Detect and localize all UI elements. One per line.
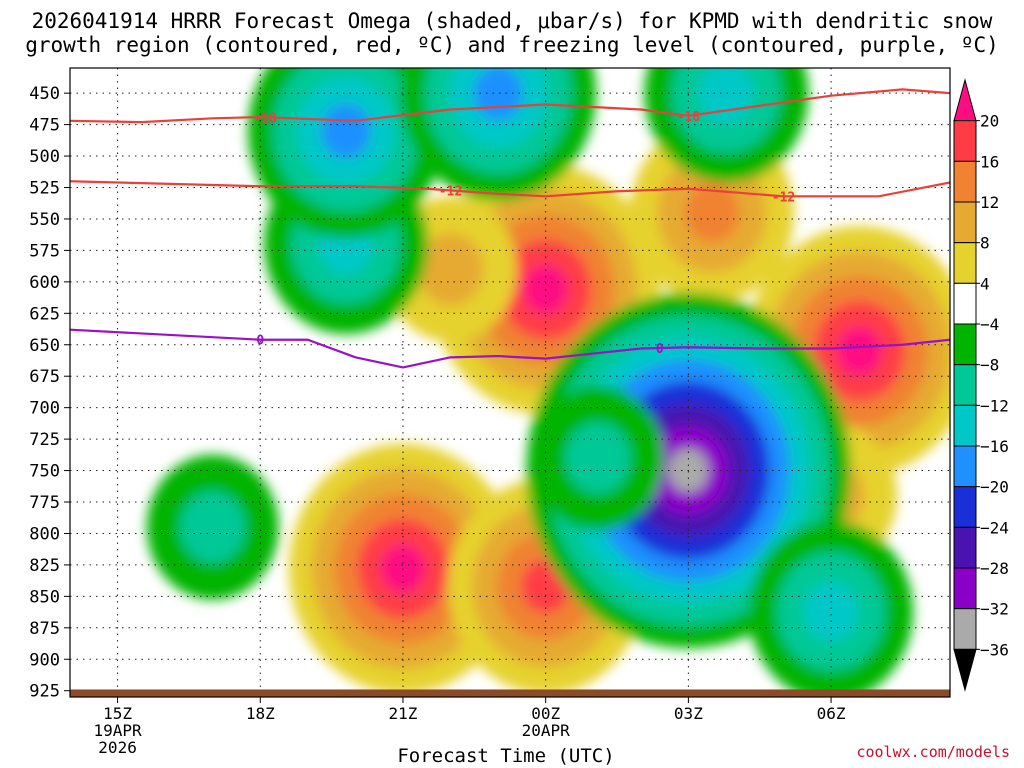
ground-terrain-band <box>70 689 950 697</box>
y-tick-label-850: 850 <box>29 587 60 607</box>
x-tick-date-15Z: 19APR <box>93 721 142 740</box>
colorbar-label-0: 20 <box>980 112 999 131</box>
y-tick-label-500: 500 <box>29 147 60 167</box>
y-tick-label-725: 725 <box>29 430 60 450</box>
x-tick-label-06Z: 06Z <box>817 704 846 723</box>
contour-label-m12-1: -12 <box>772 190 795 205</box>
colorbar-label-13: −36 <box>980 640 1009 659</box>
omega-down-cell-6-level-m8 <box>565 421 631 495</box>
colorbar-box-12 <box>953 567 977 610</box>
y-tick-label-925: 925 <box>29 682 60 702</box>
colorbar-box-8 <box>953 404 977 447</box>
y-axis: 450 475 500 525 550 575 600 625 650 675 700 725 750 7… <box>29 84 70 702</box>
colorbar-box-13 <box>953 608 977 650</box>
credit-text: coolwx.com/models <box>856 743 1010 761</box>
colorbar-label-2: 12 <box>980 193 999 212</box>
x-tick-label-15Z: 15Z <box>103 704 132 723</box>
colorbar-top-triangle <box>953 78 977 122</box>
colorbar-box-1 <box>953 120 977 162</box>
colorbar-box-4 <box>953 242 977 284</box>
colorbar-label-1: 16 <box>980 152 999 171</box>
y-tick-label-825: 825 <box>29 556 60 576</box>
x-tick-label-00Z: 00Z <box>531 704 560 723</box>
x-tick-label-18Z: 18Z <box>246 704 275 723</box>
y-tick-label-650: 650 <box>29 336 60 356</box>
colorbar-box-10 <box>953 486 977 528</box>
contour-label-m12-0: -12 <box>439 184 462 199</box>
contour-label-0-0: 0 <box>256 334 264 349</box>
y-tick-label-875: 875 <box>29 619 60 639</box>
x-tick-label-03Z: 03Z <box>674 704 703 723</box>
omega-down-cell-2-level-m16 <box>321 104 371 158</box>
y-tick-label-675: 675 <box>29 367 60 387</box>
contour-line-m18 <box>70 88 950 124</box>
colorbar-label-12: −32 <box>980 600 1009 619</box>
y-tick-label-450: 450 <box>29 84 60 104</box>
x-tick-date-00Z: 20APR <box>522 721 571 740</box>
y-tick-label-550: 550 <box>29 210 60 230</box>
y-tick-label-900: 900 <box>29 650 60 670</box>
colorbar-label-3: 8 <box>980 234 990 253</box>
grid-lines <box>70 68 950 697</box>
colorbar-box-9 <box>953 445 977 488</box>
omega-up-cell-4-level-12 <box>684 182 740 243</box>
contour-label-0-1: 0 <box>656 342 664 357</box>
colorbar-bottom-triangle <box>953 648 977 692</box>
y-tick-label-600: 600 <box>29 273 60 293</box>
colorbar-box-7 <box>953 364 977 406</box>
colorbar-box-6 <box>953 323 977 366</box>
colorbar-label-5: −4 <box>980 315 999 334</box>
x-tick-label-21Z: 21Z <box>389 704 418 723</box>
colorbar-box-11 <box>953 526 977 569</box>
chart-title-line-2: growth region (contoured, red, ºC) and f… <box>25 33 999 57</box>
colorbar-label-7: −12 <box>980 396 1009 415</box>
y-tick-label-625: 625 <box>29 304 60 324</box>
y-tick-label-775: 775 <box>29 493 60 513</box>
colorbar-label-8: −16 <box>980 437 1009 456</box>
temperature-contours: -18 -18 -12 -12 0 0 <box>70 88 950 369</box>
colorbar-box-2 <box>953 160 977 203</box>
colorbar-box-3 <box>953 201 977 244</box>
chart-title-line-1: 2026041914 HRRR Forecast Omega (shaded, … <box>31 9 993 33</box>
y-tick-label-525: 525 <box>29 179 60 199</box>
omega-down-cell-5-level-m12 <box>803 581 859 642</box>
plot-area: -18 -18 -12 -12 0 0 <box>70 68 950 697</box>
contour-line-0 <box>70 328 950 369</box>
colorbar: 20 16 12 8 4 −4 −8 −12 −16 −20 −24 −28 −32 −36 <box>953 78 1009 692</box>
omega-up-cell-3-level-20 <box>836 326 883 377</box>
contour-label-m18-1: -18 <box>677 110 701 125</box>
colorbar-box-5 <box>953 282 977 325</box>
y-tick-label-575: 575 <box>29 241 60 261</box>
y-tick-label-750: 750 <box>29 462 60 482</box>
ground-band <box>70 689 950 697</box>
omega-down-cell-7-level-m8 <box>179 490 246 564</box>
colorbar-label-11: −28 <box>980 559 1009 578</box>
colorbar-label-10: −24 <box>980 518 1009 537</box>
y-tick-label-800: 800 <box>29 524 60 544</box>
plot-frame <box>69 67 951 698</box>
y-tick-label-700: 700 <box>29 399 60 419</box>
contour-line-m12 <box>70 180 950 198</box>
colorbar-label-9: −20 <box>980 478 1009 497</box>
x-tick-year-15Z: 2026 <box>98 738 137 757</box>
x-axis-title: Forecast Time (UTC) <box>397 745 615 767</box>
omega-up-cell-6-level-8 <box>417 233 484 306</box>
colorbar-label-6: −8 <box>980 356 999 375</box>
contour-label-m18-0: -18 <box>253 111 277 126</box>
y-tick-label-475: 475 <box>29 116 60 136</box>
colorbar-label-4: 4 <box>980 274 990 293</box>
